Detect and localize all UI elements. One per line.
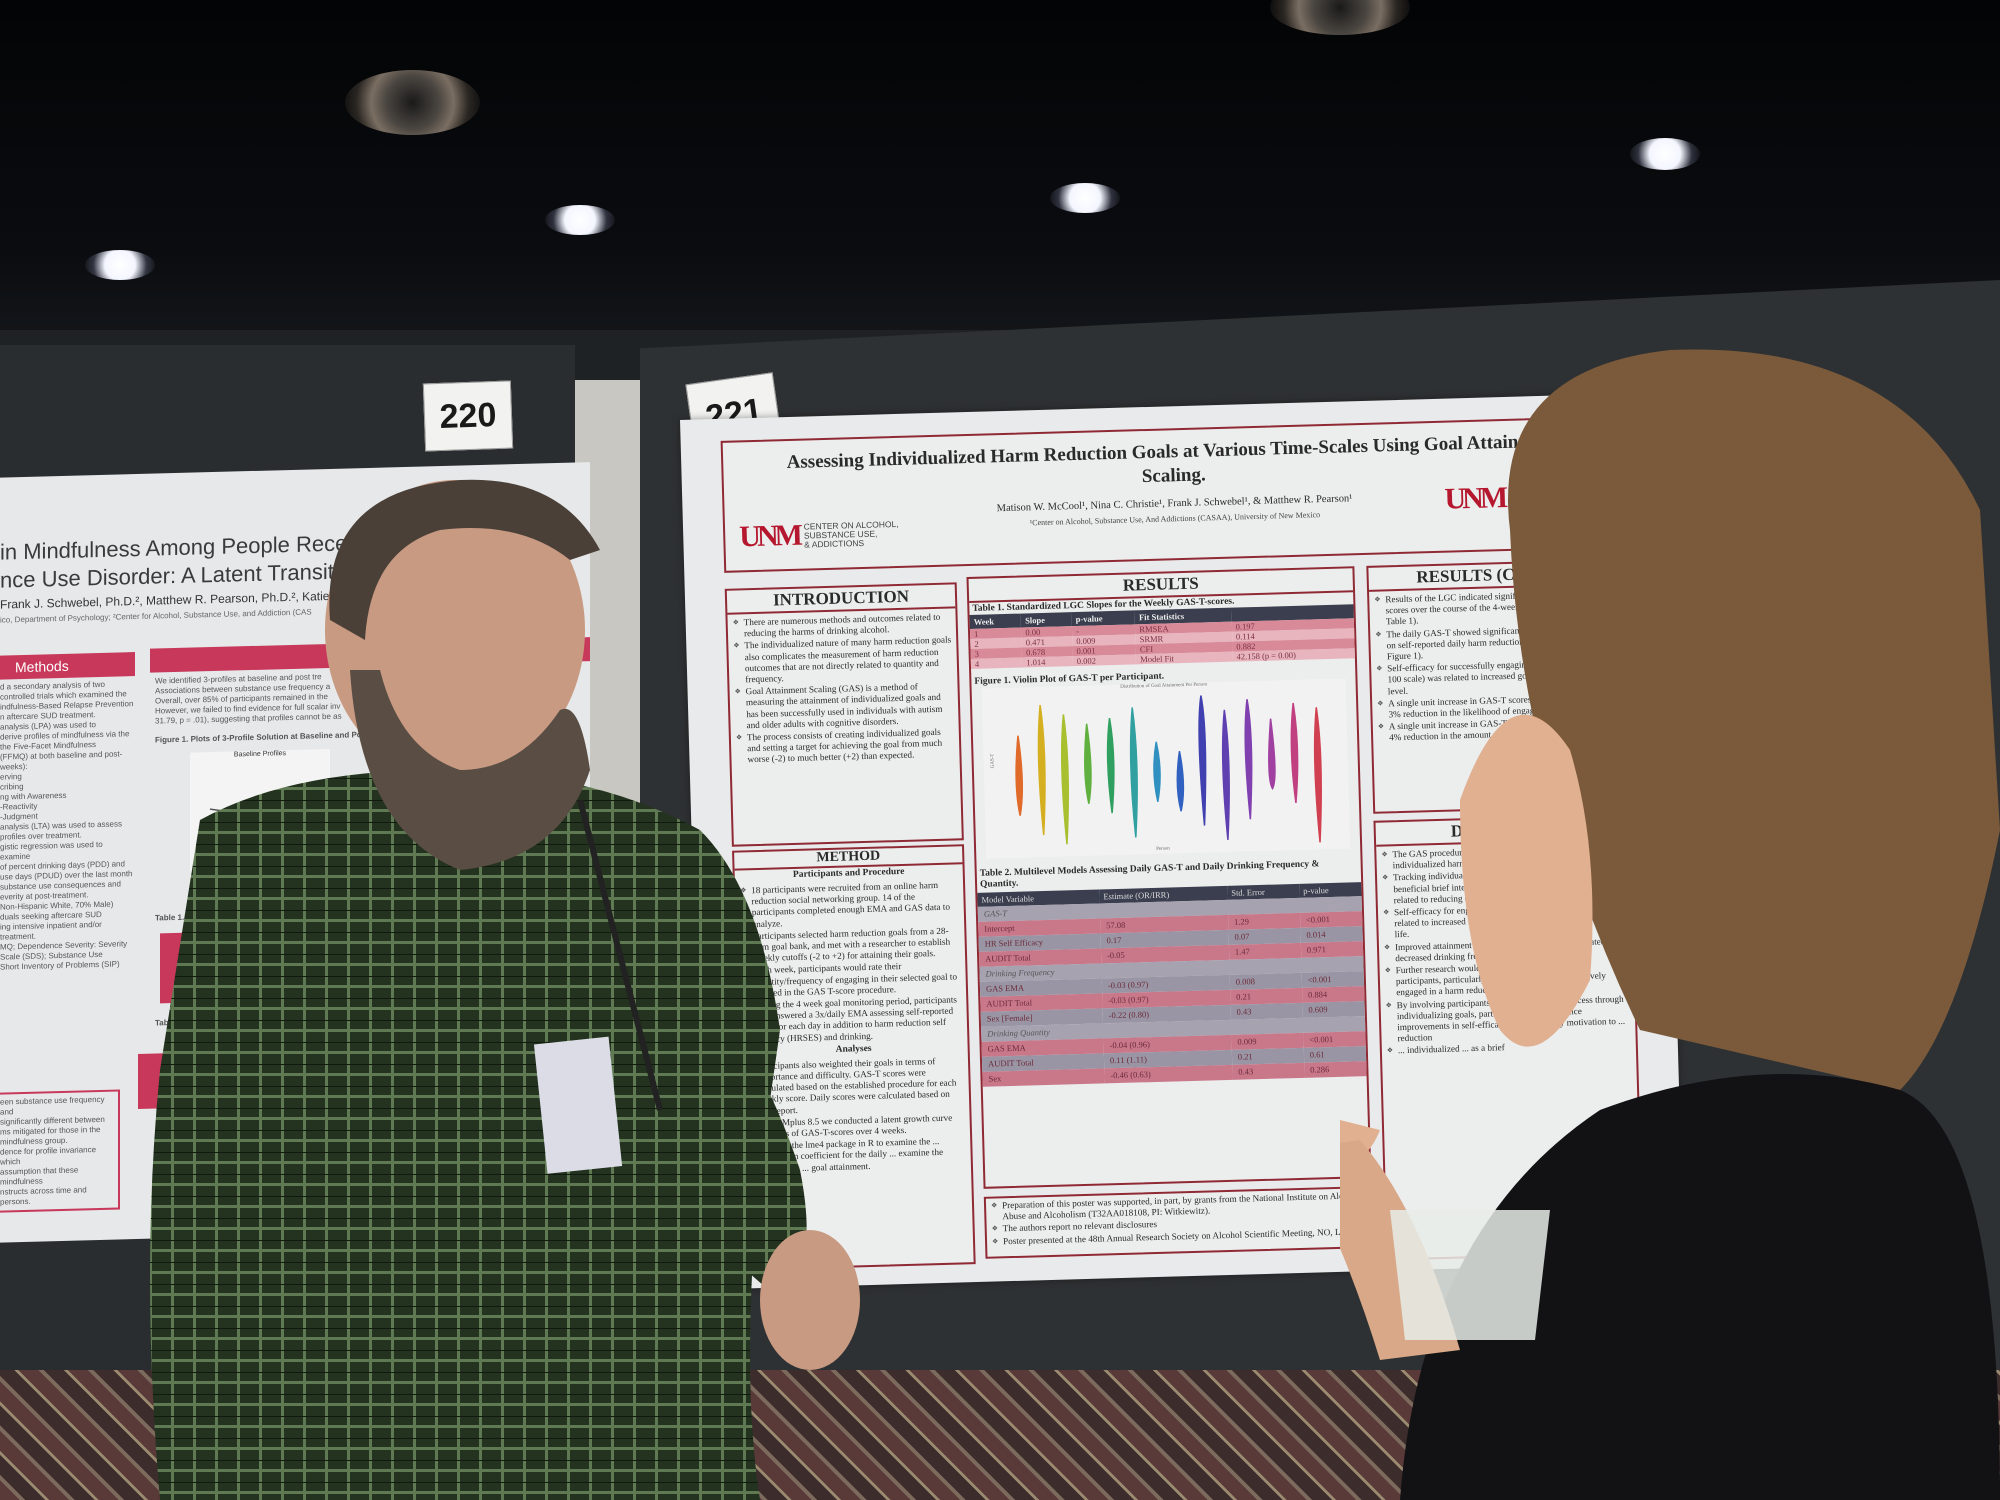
table-cell: Sex	[982, 1068, 1105, 1087]
board-number-220: 220	[422, 380, 514, 452]
violin-mark	[1313, 707, 1322, 843]
violin-marks	[1015, 695, 1322, 845]
table1-header: Slope	[1020, 612, 1072, 628]
beard	[350, 670, 590, 870]
shirt-arm	[620, 910, 807, 1300]
violin-mark	[1198, 695, 1207, 826]
violin-mark	[1221, 709, 1230, 840]
ceiling-light	[545, 205, 615, 235]
violin-mark	[1037, 704, 1046, 836]
left-poster-conclusions: een substance use frequency and significa…	[0, 1089, 120, 1213]
results-section: RESULTS Table 1. Standardized LGC Slopes…	[966, 566, 1372, 1189]
violin-mark	[1015, 735, 1024, 816]
plastic-cup	[1390, 1210, 1550, 1340]
text-line: Short Inventory of Problems (SIP)	[0, 959, 120, 972]
violin-mark	[1106, 717, 1115, 814]
violin-mark	[1060, 714, 1070, 845]
black-jacket	[1400, 1074, 2000, 1500]
plaid-shirt	[150, 770, 780, 1500]
violin-mark	[1129, 707, 1138, 838]
ceiling-vent	[345, 70, 480, 135]
text-line: nstructs across time and persons.	[0, 1185, 87, 1207]
ceiling-light	[1630, 138, 1700, 170]
violin-mark	[1290, 702, 1299, 804]
name-badge	[533, 1036, 623, 1174]
lanyard	[577, 799, 663, 1111]
hair	[329, 479, 600, 640]
footer-bullets: Preparation of this poster was supported…	[986, 1188, 1371, 1248]
methods-header: Methods	[0, 652, 135, 680]
listener-woman	[1340, 349, 2000, 1500]
violin-mark	[1153, 741, 1161, 802]
table-cell: 0.43	[1232, 1062, 1305, 1080]
presenter-man	[150, 479, 860, 1500]
table1-header: Week	[969, 613, 1022, 629]
violin-mark	[1176, 751, 1185, 812]
ceiling-light	[85, 250, 155, 280]
face-profile	[1460, 714, 1593, 1047]
curly-hair	[1508, 349, 2000, 1090]
hand	[760, 1230, 860, 1370]
violin-mark	[1244, 699, 1253, 820]
ceiling-light	[1050, 183, 1120, 213]
violin-mark	[1268, 718, 1276, 791]
footer-notes: Preparation of this poster was supported…	[983, 1185, 1374, 1259]
table2-multilevel-models: Model Variable Estimate (OR/IRR) Std. Erro…	[977, 882, 1367, 1087]
violin-plot: Distribution of Goal Attainment Per Pers…	[981, 678, 1351, 859]
table-cell: -0.46 (0.63)	[1104, 1064, 1233, 1084]
main-poster: Assessing Individualized Harm Reduction …	[680, 392, 1684, 1290]
left-poster-methods-text: d a secondary analysis of two controlled …	[0, 679, 135, 973]
violin-mark	[1084, 723, 1092, 804]
